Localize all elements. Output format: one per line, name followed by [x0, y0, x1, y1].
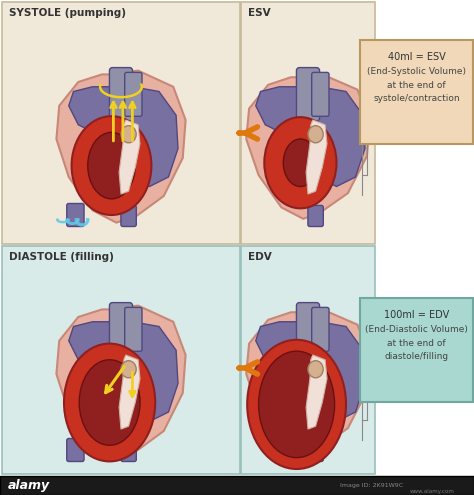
Polygon shape — [119, 120, 140, 194]
Polygon shape — [119, 355, 140, 429]
FancyBboxPatch shape — [308, 205, 323, 227]
Text: (End-Diastolic Volume): (End-Diastolic Volume) — [365, 325, 468, 334]
Text: EDV: EDV — [248, 252, 272, 262]
FancyBboxPatch shape — [109, 68, 133, 121]
Ellipse shape — [79, 360, 140, 445]
Text: at the end of: at the end of — [387, 81, 446, 90]
Polygon shape — [256, 87, 303, 134]
Polygon shape — [69, 87, 116, 134]
Polygon shape — [306, 120, 327, 194]
FancyBboxPatch shape — [241, 246, 375, 474]
Text: alamy: alamy — [8, 480, 50, 493]
Ellipse shape — [121, 126, 136, 143]
FancyBboxPatch shape — [360, 298, 473, 402]
FancyBboxPatch shape — [121, 205, 137, 227]
Polygon shape — [69, 322, 116, 369]
Polygon shape — [316, 87, 365, 187]
Ellipse shape — [308, 126, 323, 143]
Ellipse shape — [247, 340, 346, 469]
FancyBboxPatch shape — [312, 307, 329, 351]
Text: DIASTOLE (filling): DIASTOLE (filling) — [9, 252, 114, 262]
Text: at the end of: at the end of — [387, 339, 446, 348]
FancyBboxPatch shape — [67, 439, 84, 461]
Polygon shape — [246, 74, 370, 219]
FancyBboxPatch shape — [360, 40, 473, 144]
FancyBboxPatch shape — [2, 246, 240, 474]
Polygon shape — [306, 355, 327, 429]
Polygon shape — [256, 322, 303, 369]
Ellipse shape — [121, 361, 136, 378]
FancyBboxPatch shape — [2, 2, 240, 244]
FancyBboxPatch shape — [308, 441, 323, 461]
Ellipse shape — [64, 344, 155, 461]
Text: www.alamy.com: www.alamy.com — [410, 489, 455, 494]
FancyBboxPatch shape — [109, 302, 133, 356]
FancyBboxPatch shape — [0, 476, 474, 495]
Polygon shape — [56, 305, 186, 457]
Ellipse shape — [72, 116, 151, 215]
Polygon shape — [316, 322, 365, 422]
Polygon shape — [56, 71, 186, 223]
FancyBboxPatch shape — [241, 2, 375, 244]
Text: Image ID: 2K91W9C: Image ID: 2K91W9C — [340, 484, 403, 489]
FancyBboxPatch shape — [312, 72, 329, 116]
FancyBboxPatch shape — [121, 441, 137, 461]
FancyBboxPatch shape — [125, 307, 142, 351]
Ellipse shape — [264, 117, 337, 208]
FancyBboxPatch shape — [296, 302, 319, 356]
Ellipse shape — [283, 139, 318, 187]
Ellipse shape — [308, 361, 323, 378]
Text: 40ml = ESV: 40ml = ESV — [388, 52, 446, 62]
Ellipse shape — [259, 351, 335, 457]
Text: SYSTOLE (pumping): SYSTOLE (pumping) — [9, 8, 126, 18]
FancyBboxPatch shape — [296, 68, 319, 121]
FancyBboxPatch shape — [67, 203, 84, 227]
Text: systole/contraction: systole/contraction — [373, 94, 460, 103]
Text: (End-Systolic Volume): (End-Systolic Volume) — [367, 67, 466, 76]
Polygon shape — [128, 87, 178, 187]
FancyBboxPatch shape — [125, 72, 142, 116]
Polygon shape — [128, 322, 178, 422]
Polygon shape — [246, 309, 370, 454]
Text: ESV: ESV — [248, 8, 271, 18]
Ellipse shape — [88, 132, 135, 199]
Text: 100ml = EDV: 100ml = EDV — [384, 310, 449, 320]
Text: diastole/filling: diastole/filling — [384, 352, 448, 361]
